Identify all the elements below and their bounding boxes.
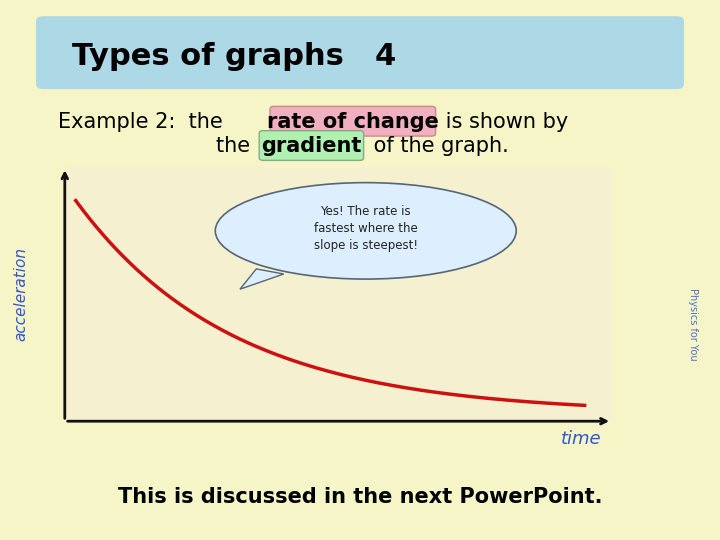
Ellipse shape [215,183,516,279]
Text: time: time [560,430,601,448]
Text: This is discussed in the next PowerPoint.: This is discussed in the next PowerPoint… [118,487,602,507]
Text: is shown by: is shown by [439,111,569,132]
Text: rate of change: rate of change [267,111,438,132]
Text: the: the [216,136,257,156]
Text: of the graph.: of the graph. [367,136,509,156]
Text: gradient: gradient [261,136,361,156]
Text: 4: 4 [374,42,396,71]
Text: Example 2:  the: Example 2: the [58,111,229,132]
Text: acceleration: acceleration [14,247,29,341]
Text: Types of graphs: Types of graphs [72,42,344,71]
Text: Physics for You: Physics for You [688,288,698,360]
Polygon shape [240,269,284,289]
Text: Yes! The rate is
fastest where the
slope is steepest!: Yes! The rate is fastest where the slope… [314,205,418,252]
